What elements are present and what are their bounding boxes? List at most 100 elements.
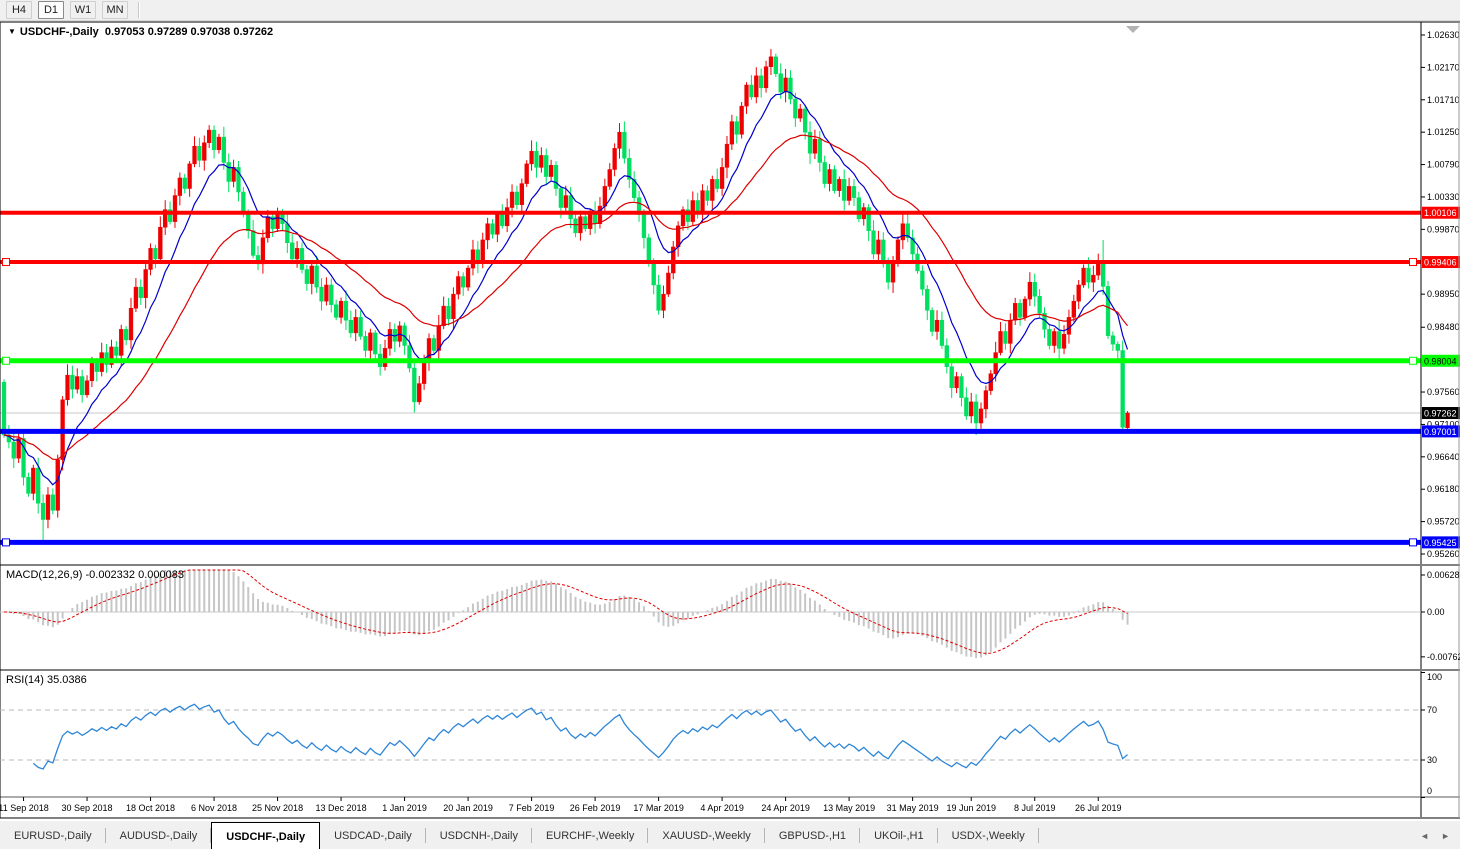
- tab-eurchf-weekly[interactable]: EURCHF-,Weekly: [532, 821, 649, 849]
- candle-body: [661, 293, 666, 311]
- candle-body: [163, 209, 168, 228]
- price-badge-label: 0.98004: [1424, 356, 1457, 366]
- tab-xauusd-weekly[interactable]: XAUUSD-,Weekly: [648, 821, 766, 849]
- candle-body: [143, 269, 148, 298]
- candle-body: [1125, 412, 1130, 428]
- candle-body: [412, 367, 417, 403]
- candle-body: [1120, 350, 1125, 428]
- panel-separator[interactable]: [0, 564, 1460, 566]
- candle-body: [583, 216, 588, 229]
- candle-body: [211, 129, 217, 151]
- candle-body: [368, 332, 373, 351]
- candle-body: [778, 73, 783, 93]
- chart-background[interactable]: [0, 22, 1459, 818]
- tab-scroll-right-icon[interactable]: ►: [1441, 830, 1450, 841]
- candle-body: [465, 267, 471, 288]
- candle-body: [250, 230, 256, 256]
- candle-body: [793, 98, 798, 119]
- candle-body: [998, 331, 1003, 353]
- candle-body: [299, 248, 305, 270]
- line-handle[interactable]: [1409, 538, 1417, 547]
- line-handle[interactable]: [2, 356, 10, 365]
- candle-body: [89, 360, 95, 382]
- candle-body: [788, 77, 793, 100]
- line-handle[interactable]: [1409, 258, 1417, 267]
- chart-ohlc-values: 0.97053 0.97289 0.97038 0.97262: [104, 26, 274, 38]
- candle-body: [314, 265, 319, 288]
- tab-scroll-arrows: ◄ ►: [1420, 821, 1460, 849]
- candle-body: [197, 146, 202, 161]
- rsi-axis-label: 0: [1427, 786, 1432, 796]
- candle-body: [700, 190, 705, 213]
- tab-usdx-weekly[interactable]: USDX-,Weekly: [938, 821, 1039, 849]
- candle-body: [270, 216, 275, 229]
- timeframe-button-h4[interactable]: H4: [6, 1, 32, 19]
- price-badge-label: 0.97262: [1424, 409, 1457, 419]
- candle-body: [1110, 335, 1116, 345]
- candle-body: [1076, 284, 1081, 302]
- price-axis-label: 1.00330: [1427, 192, 1460, 202]
- candle-body: [548, 165, 554, 177]
- chart-shift-marker-icon[interactable]: [1126, 26, 1140, 33]
- timeframe-button-mn[interactable]: MN: [102, 1, 128, 19]
- candle-body: [128, 307, 134, 341]
- timeframe-button-d1[interactable]: D1: [38, 1, 64, 19]
- price-badge: [1422, 256, 1460, 269]
- candle-body: [734, 121, 739, 135]
- candle-body: [802, 108, 808, 133]
- candle-body: [768, 56, 774, 67]
- chevron-down-icon[interactable]: ▼: [8, 27, 16, 36]
- chart-title: ▼ USDCHF-,Daily 0.97053 0.97289 0.97038 0…: [8, 26, 273, 38]
- date-axis-label: 4 Apr 2019: [700, 803, 744, 813]
- line-handle[interactable]: [2, 538, 10, 547]
- candle-body: [290, 242, 295, 260]
- tab-usdcnh-daily[interactable]: USDCNH-,Daily: [426, 821, 533, 849]
- tab-usdchf-daily[interactable]: USDCHF-,Daily: [211, 822, 321, 849]
- price-axis-label: 0.95260: [1427, 549, 1460, 559]
- candle-body: [16, 438, 21, 459]
- candle-body: [822, 162, 827, 184]
- ma-slow-line: [3, 134, 1128, 460]
- price-axis-label: 0.98480: [1427, 322, 1460, 332]
- line-handle[interactable]: [2, 258, 10, 267]
- tab-ukoil-h1[interactable]: UKOil-,H1: [860, 821, 938, 849]
- price-axis-label: 1.00790: [1427, 160, 1460, 170]
- candle-body: [1008, 319, 1013, 344]
- candle-body: [260, 237, 266, 265]
- candle-body: [719, 167, 725, 189]
- tab-scroll-left-icon[interactable]: ◄: [1420, 830, 1430, 841]
- candle-body: [26, 476, 31, 494]
- tab-gbpusd-h1[interactable]: GBPUSD-,H1: [765, 821, 861, 849]
- candle-body: [617, 131, 622, 149]
- candle-body: [285, 223, 290, 243]
- candle-body: [724, 143, 730, 168]
- price-axis-label: 0.96640: [1427, 452, 1460, 462]
- line-handle[interactable]: [1409, 356, 1417, 365]
- date-axis-label: 25 Nov 2018: [252, 803, 303, 813]
- candle-body: [925, 288, 930, 311]
- candle-body: [754, 75, 759, 98]
- candle-body: [461, 276, 466, 288]
- candle-body: [622, 131, 627, 159]
- candle-body: [817, 138, 822, 163]
- candle-body: [1022, 298, 1028, 318]
- macd-axis-label: 0.006286: [1427, 570, 1460, 580]
- candle-body: [485, 223, 490, 241]
- candle-body: [382, 348, 388, 367]
- candle-body: [949, 366, 954, 389]
- candle-body: [109, 346, 114, 365]
- tab-eurusd-daily[interactable]: EURUSD-,Daily: [0, 821, 106, 849]
- timeframe-button-w1[interactable]: W1: [70, 1, 96, 19]
- price-axis-label: 0.97100: [1427, 419, 1460, 429]
- panel-separator[interactable]: [0, 669, 1460, 671]
- candle-body: [807, 131, 813, 154]
- tab-usdcad-daily[interactable]: USDCAD-,Daily: [320, 821, 426, 849]
- date-axis-label: 18 Oct 2018: [126, 803, 175, 813]
- candle-body: [1100, 261, 1106, 287]
- candle-body: [680, 209, 686, 227]
- candle-body: [324, 284, 329, 302]
- candle-body: [1032, 281, 1037, 297]
- tab-audusd-daily[interactable]: AUDUSD-,Daily: [106, 821, 212, 849]
- candle-body: [812, 138, 818, 154]
